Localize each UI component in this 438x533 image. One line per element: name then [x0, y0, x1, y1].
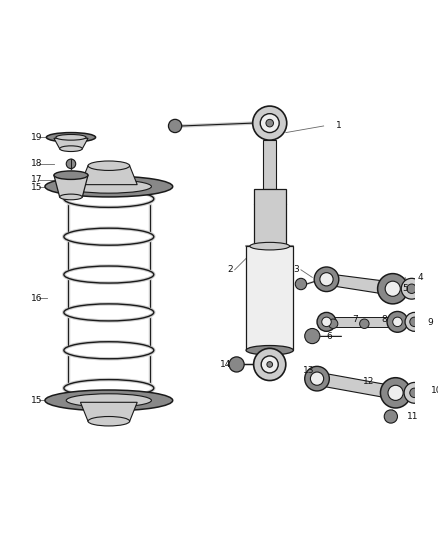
Polygon shape: [246, 246, 293, 350]
Polygon shape: [254, 189, 286, 246]
Text: 11: 11: [407, 412, 418, 421]
Circle shape: [401, 278, 422, 299]
Text: 1: 1: [336, 122, 342, 131]
Ellipse shape: [250, 243, 290, 250]
Circle shape: [405, 312, 424, 332]
Polygon shape: [81, 402, 137, 421]
Polygon shape: [326, 317, 397, 327]
Ellipse shape: [60, 194, 82, 200]
Ellipse shape: [88, 416, 130, 426]
Text: 15: 15: [31, 396, 43, 405]
Circle shape: [305, 328, 320, 344]
Text: 5: 5: [402, 284, 408, 293]
Ellipse shape: [246, 345, 293, 355]
Circle shape: [317, 312, 336, 332]
Circle shape: [169, 119, 182, 133]
Text: 12: 12: [363, 377, 374, 386]
Polygon shape: [54, 138, 88, 149]
Circle shape: [267, 361, 272, 367]
Circle shape: [387, 311, 408, 332]
Text: 6: 6: [326, 332, 332, 341]
Circle shape: [410, 388, 419, 398]
Text: 19: 19: [31, 133, 43, 142]
Circle shape: [229, 357, 244, 372]
Circle shape: [407, 284, 417, 294]
Ellipse shape: [56, 134, 86, 140]
Circle shape: [381, 378, 411, 408]
Ellipse shape: [54, 171, 88, 180]
Text: 15: 15: [31, 183, 43, 192]
Polygon shape: [317, 372, 396, 399]
Polygon shape: [81, 166, 137, 184]
Ellipse shape: [45, 176, 173, 197]
Circle shape: [385, 281, 400, 296]
Ellipse shape: [46, 133, 95, 142]
Ellipse shape: [66, 180, 152, 193]
Text: 16: 16: [31, 294, 43, 303]
Circle shape: [388, 385, 403, 400]
Text: 2: 2: [227, 265, 233, 274]
Circle shape: [404, 383, 425, 403]
Circle shape: [328, 319, 338, 328]
Polygon shape: [54, 175, 88, 197]
Text: 3: 3: [293, 265, 299, 274]
Circle shape: [378, 273, 408, 304]
Ellipse shape: [88, 161, 130, 171]
Circle shape: [66, 159, 76, 168]
Text: 18: 18: [31, 159, 43, 168]
Text: 9: 9: [428, 318, 434, 327]
Circle shape: [360, 319, 369, 328]
Text: 14: 14: [219, 360, 231, 369]
Text: 10: 10: [431, 386, 438, 395]
Circle shape: [266, 119, 273, 127]
Circle shape: [295, 278, 307, 290]
Circle shape: [393, 317, 402, 327]
Text: 8: 8: [381, 314, 387, 324]
Ellipse shape: [45, 390, 173, 411]
Circle shape: [260, 114, 279, 133]
Ellipse shape: [60, 146, 82, 151]
Ellipse shape: [66, 394, 152, 407]
Circle shape: [320, 273, 333, 286]
Circle shape: [322, 317, 331, 327]
Circle shape: [253, 106, 287, 140]
Circle shape: [410, 317, 419, 327]
Circle shape: [305, 366, 329, 391]
Circle shape: [261, 356, 278, 373]
Circle shape: [384, 410, 397, 423]
Circle shape: [254, 349, 286, 381]
Text: 7: 7: [352, 314, 358, 324]
Polygon shape: [326, 273, 393, 295]
Polygon shape: [263, 140, 276, 189]
Text: 17: 17: [31, 175, 43, 184]
Text: 4: 4: [417, 273, 423, 282]
Text: 13: 13: [303, 366, 314, 375]
Circle shape: [311, 372, 324, 385]
Circle shape: [314, 267, 339, 292]
